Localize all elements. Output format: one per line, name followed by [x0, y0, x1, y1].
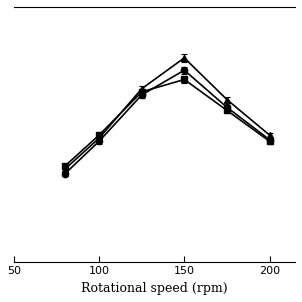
X-axis label: Rotational speed (rpm): Rotational speed (rpm): [81, 282, 228, 295]
